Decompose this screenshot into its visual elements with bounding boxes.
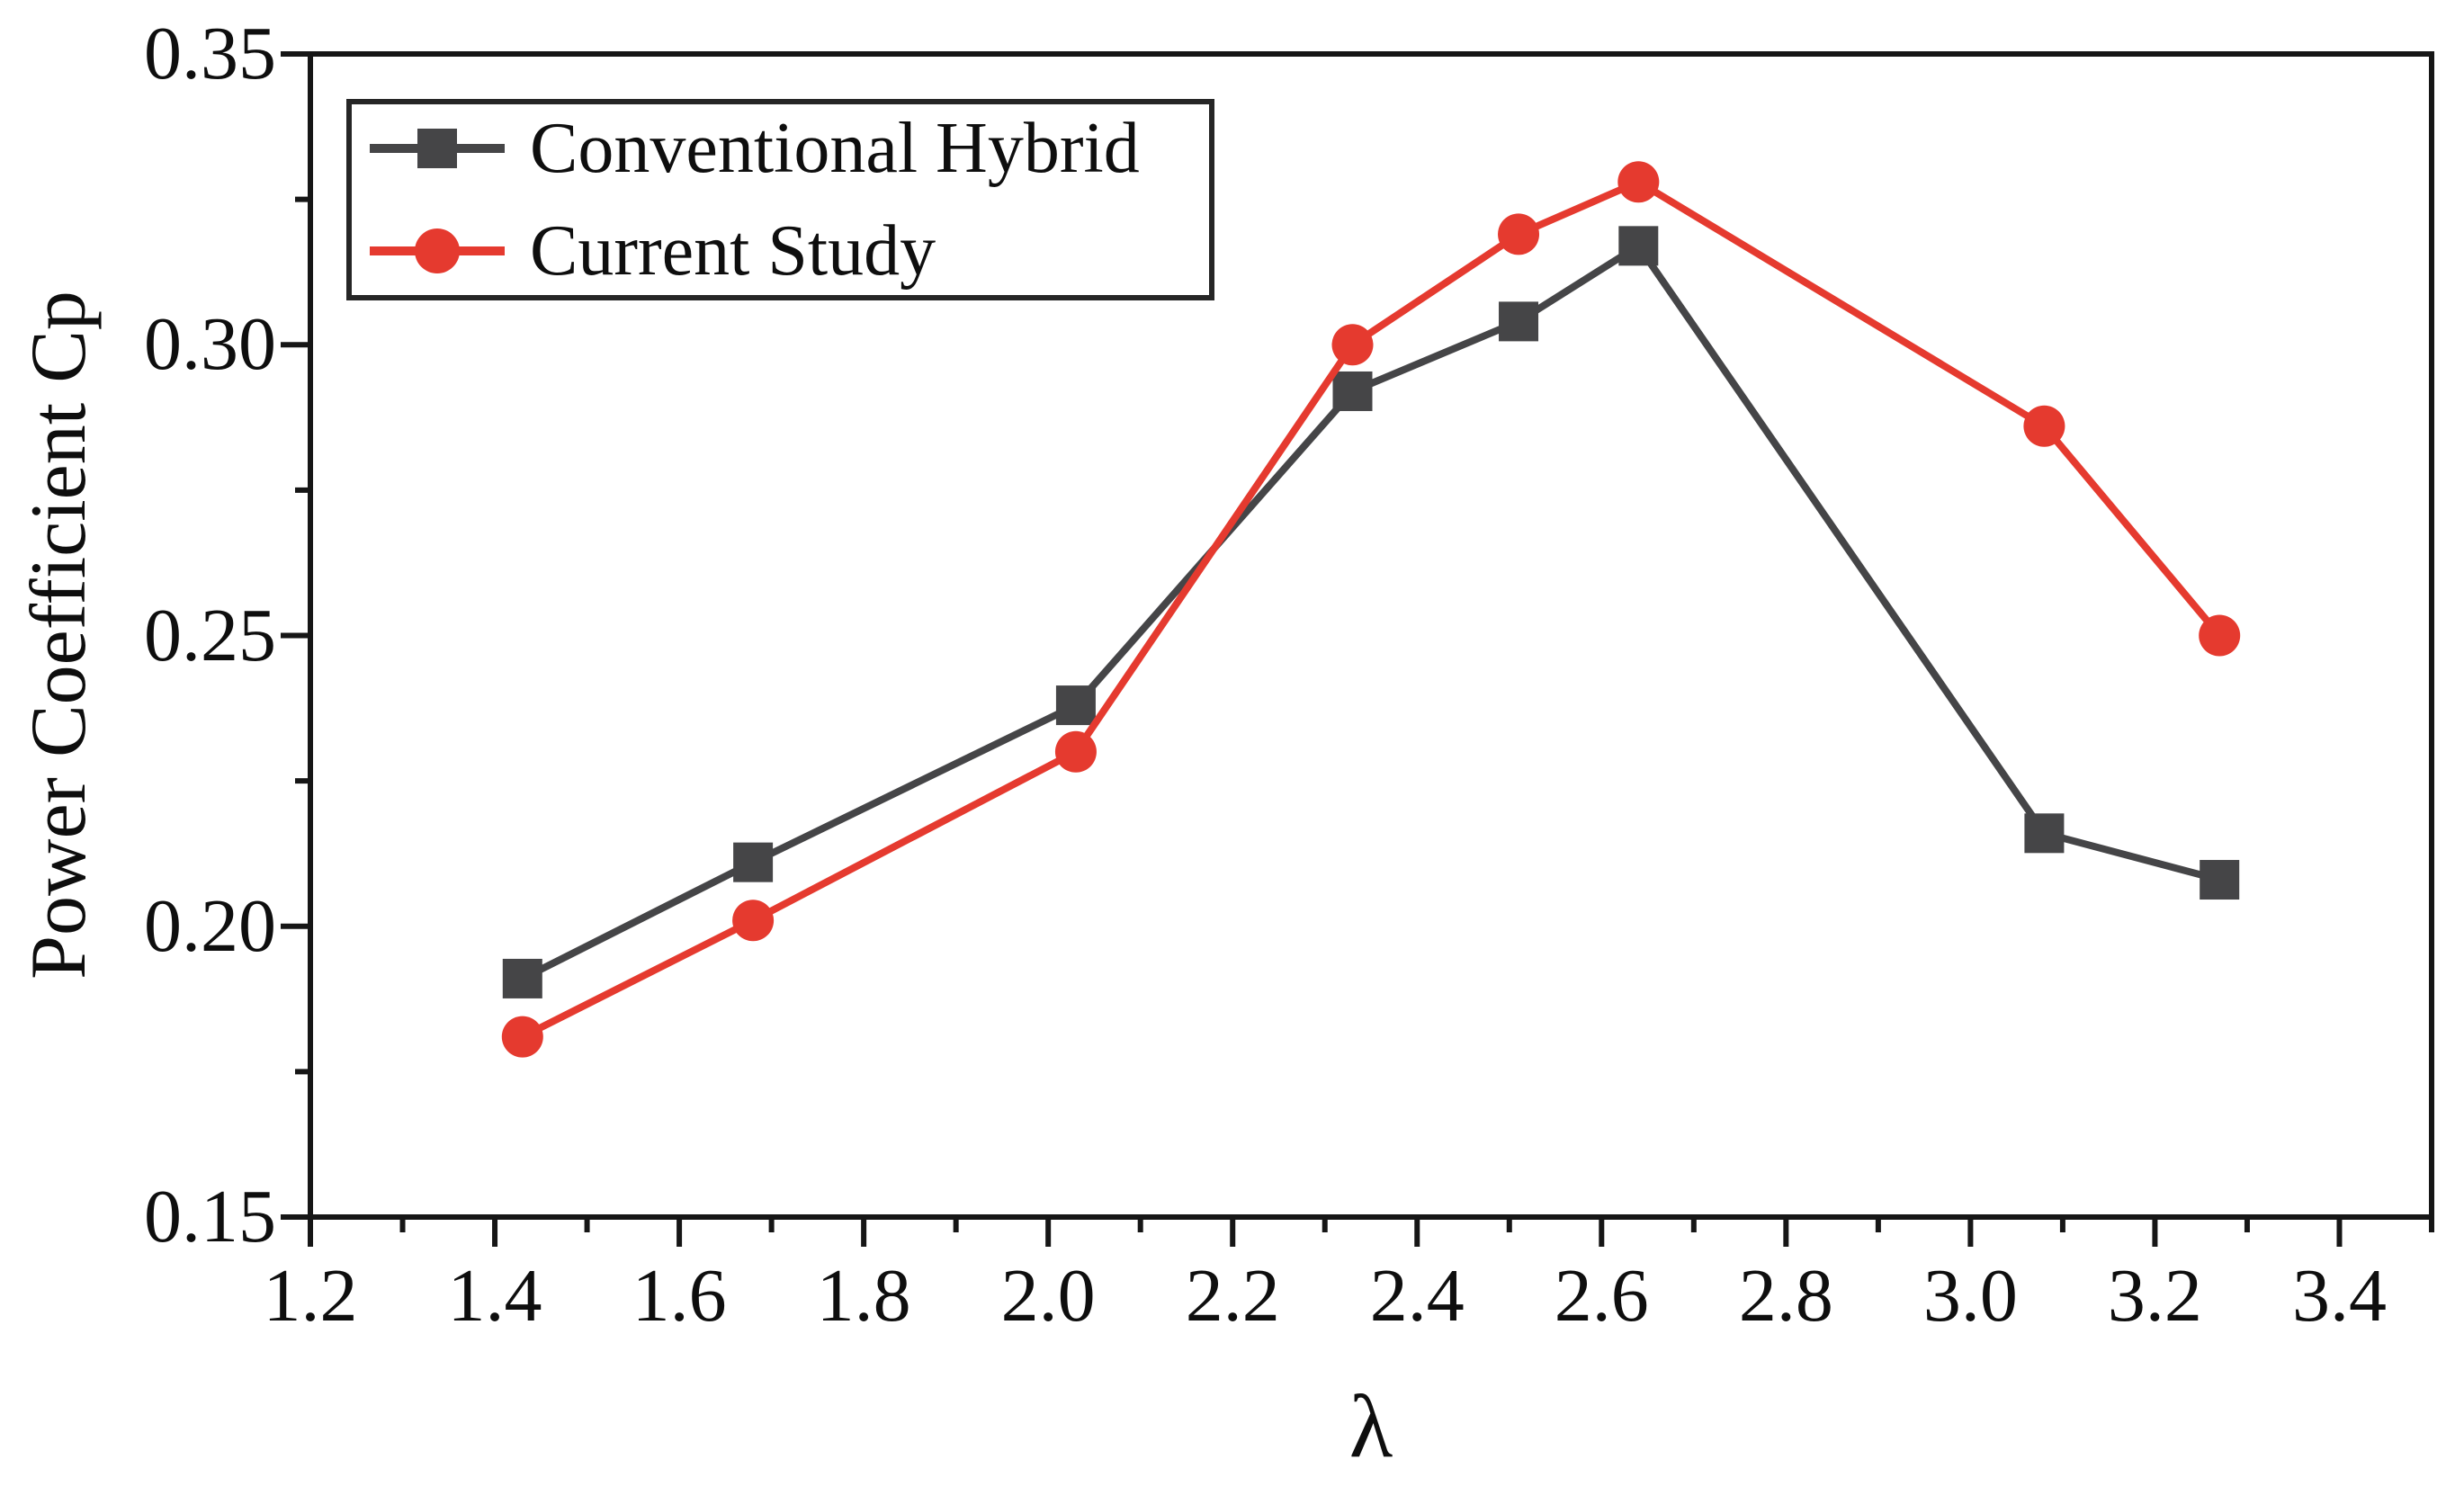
y-tick-label: 0.15	[144, 1175, 276, 1258]
y-tick-label: 0.30	[144, 302, 276, 387]
x-tick-label: 2.0	[1000, 1254, 1096, 1338]
legend-entry-current-study: Current Study	[370, 210, 1209, 292]
x-tick-label: 3.0	[1922, 1254, 2018, 1338]
x-tick-label: 1.6	[632, 1254, 727, 1338]
legend: Conventional Hybrid Current Study	[346, 99, 1214, 300]
x-tick-label: 2.8	[1738, 1254, 1833, 1338]
legend-entry-conventional-hybrid: Conventional Hybrid	[370, 107, 1209, 190]
y-tick-label: 0.25	[144, 593, 276, 677]
legend-label-conventional-hybrid: Conventional Hybrid	[530, 109, 1140, 188]
x-tick-label: 3.4	[2291, 1254, 2387, 1338]
x-tick-label: 1.4	[447, 1254, 542, 1338]
x-tick-label: 3.2	[2107, 1254, 2202, 1338]
legend-circle-marker-icon	[370, 210, 505, 292]
x-tick-label: 2.6	[1554, 1254, 1649, 1338]
x-axis-title: λ	[1348, 1376, 1393, 1476]
y-tick-label: 0.35	[144, 12, 276, 95]
x-tick-label: 2.2	[1185, 1254, 1280, 1338]
legend-square-marker-icon	[370, 107, 505, 190]
x-tick-label: 1.8	[816, 1254, 911, 1338]
y-axis-title: Power Coefficient Cp	[15, 291, 103, 980]
x-tick-label: 1.2	[263, 1254, 358, 1338]
y-tick-label: 0.20	[144, 883, 276, 968]
legend-label-current-study: Current Study	[530, 211, 936, 291]
x-tick-label: 2.4	[1369, 1254, 1465, 1338]
